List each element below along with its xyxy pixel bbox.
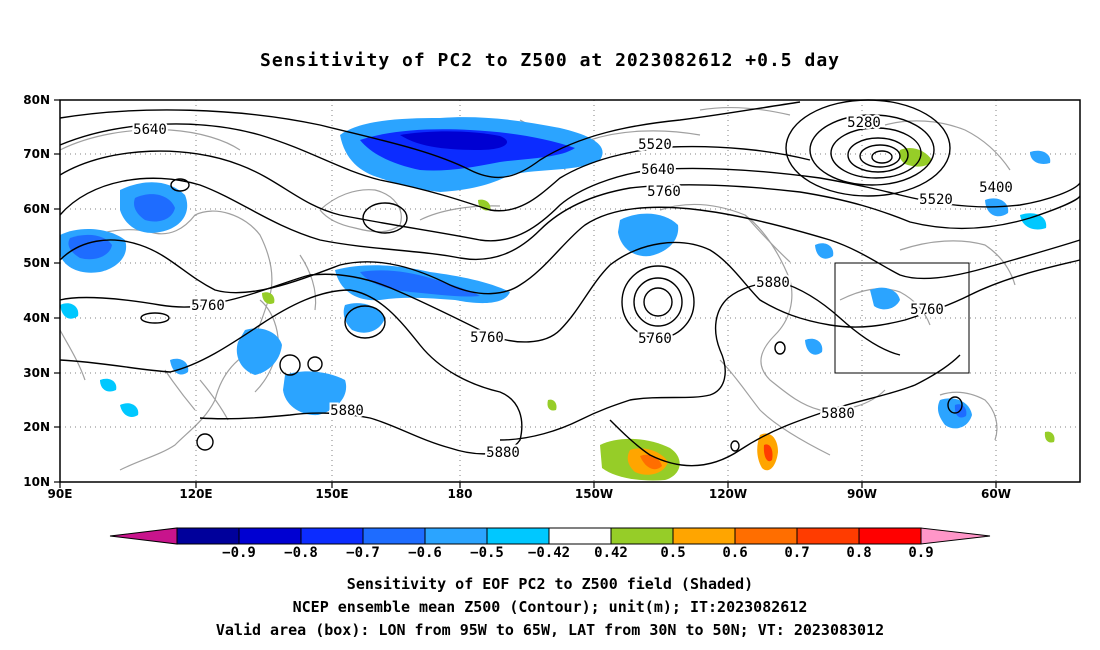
colorbar-tick-label: 0.8 [846,545,871,561]
figure-title: Sensitivity of PC2 to Z500 at 2023082612… [259,50,840,71]
lat-tick-label: 60N [23,202,50,216]
caption-line-1: Sensitivity of EOF PC2 to Z500 field (Sh… [346,575,754,593]
contour-labels: 5640 5520 5640 5760 5280 5400 5520 5760 … [131,113,1015,463]
contour-label: 5520 [919,192,953,208]
colorbar-over-triangle [920,527,991,545]
colorbar-cell [238,527,302,545]
colorbar-cell [610,527,674,545]
contour-label: 5760 [910,302,944,318]
colorbar-cell [176,527,240,545]
map-frame [59,99,1081,483]
contour-label: 5760 [638,331,672,347]
colorbar-cell [486,527,550,545]
lon-tick-label: 90E [48,487,73,501]
colorbar-under-triangle [109,527,178,545]
valid-area-box [834,262,970,374]
colorbar-cell [734,527,798,545]
lat-tick-label: 10N [23,475,50,489]
contour-label: 5520 [638,137,672,153]
sensitivity-shading [60,117,1055,481]
contour-label: 5280 [847,115,881,131]
lon-tick-label: 120W [709,487,747,501]
colorbar-cell [672,527,736,545]
lon-tick-label: 180 [447,487,472,501]
lon-tick-label: 150E [315,487,348,501]
colorbar-tick-label: 0.42 [594,545,628,561]
colorbar-tick-label: 0.5 [660,545,685,561]
lat-tick-label: 80N [23,93,50,107]
caption-line-2: NCEP ensemble mean Z500 (Contour); unit(… [292,598,808,616]
colorbar-cell [362,527,426,545]
contour-label: 5760 [647,184,681,200]
caption-line-3: Valid area (box): LON from 95W to 65W, L… [215,621,885,639]
lon-tick-label: 90W [847,487,877,501]
colorbar-cell [424,527,488,545]
colorbar-tick-label: −0.5 [470,545,504,561]
contour-label: 5640 [133,122,167,138]
contour-label: 5640 [641,162,675,178]
colorbar-tick-label: 0.7 [784,545,809,561]
colorbar-tick-label: −0.6 [408,545,442,561]
contour-label: 5880 [821,406,855,422]
lon-tick-label: 120E [179,487,212,501]
colorbar-cell [300,527,364,545]
lat-tick-label: 70N [23,147,50,161]
colorbar-tick-label: −0.8 [284,545,318,561]
colorbar-tick-label: 0.9 [908,545,933,561]
contour-label: 5880 [330,403,364,419]
lat-tick-label: 50N [23,256,50,270]
lon-tick-label: 150W [575,487,613,501]
lat-tick-label: 20N [23,420,50,434]
contour-label: 5880 [756,275,790,291]
colorbar-tick-label: −0.7 [346,545,380,561]
contour-label: 5760 [470,330,504,346]
colorbar: −0.9 −0.8 −0.7 −0.6 −0.5 −0.42 0.42 0.5 0.6 0.7 0.… [109,527,991,561]
colorbar-tick-label: −0.42 [528,545,570,561]
lat-tick-label: 30N [23,366,50,380]
colorbar-cell [858,527,922,545]
colorbar-cell [548,527,612,545]
lat-tick-label: 40N [23,311,50,325]
colorbar-cell [796,527,860,545]
z500-contours [59,99,1081,467]
contour-label: 5400 [979,180,1013,196]
lon-tick-label: 60W [981,487,1011,501]
contour-label: 5880 [486,445,520,461]
contour-label: 5760 [191,298,225,314]
colorbar-tick-label: −0.9 [222,545,256,561]
colorbar-tick-label: 0.6 [722,545,747,561]
